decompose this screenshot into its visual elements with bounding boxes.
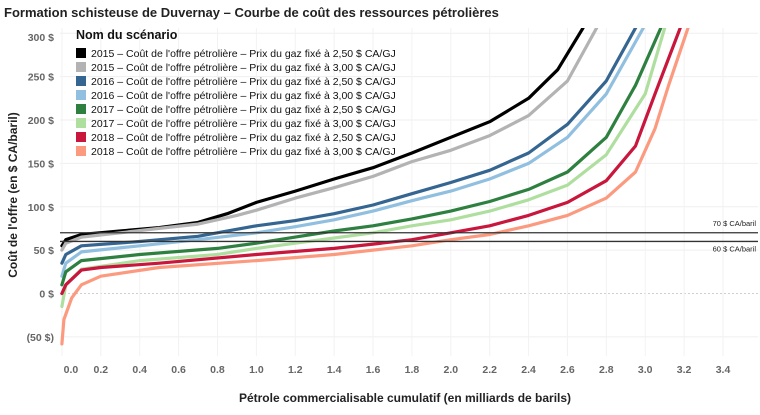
x-tick-label: 2.6	[560, 364, 575, 376]
legend-swatch	[76, 104, 86, 114]
x-tick-label: 0.4	[132, 364, 147, 376]
x-tick-label: 3.0	[638, 364, 653, 376]
series-line-2	[60, 28, 599, 252]
y-tick-label: 150 $	[28, 158, 54, 170]
series-line-5	[60, 28, 663, 287]
y-tick-label: 0 $	[39, 289, 54, 301]
gridlines	[60, 28, 758, 356]
series-line-8	[60, 28, 690, 346]
x-tick-label: 3.4	[716, 364, 731, 376]
series-line-3	[60, 28, 638, 265]
legend-entry: 2017 – Coût de l'offre pétrolière – Prix…	[91, 118, 396, 130]
legend-swatch	[76, 62, 86, 72]
legend-entry: 2016 – Coût de l'offre pétrolière – Prix…	[91, 76, 396, 88]
x-tick-label: 1.6	[366, 364, 381, 376]
x-tick-label: 3.2	[677, 364, 692, 376]
reference-line-label: 70 $ CA/baril	[713, 219, 757, 228]
y-tick-label: 250 $	[28, 72, 54, 84]
legend-swatch	[76, 48, 86, 58]
chart-title: Formation schisteuse de Duvernay – Courb…	[4, 5, 499, 20]
x-axis-label: Pétrole commercialisable cumulatif (en m…	[239, 391, 571, 405]
legend-swatch	[76, 132, 86, 142]
x-tick-label: 1.2	[288, 364, 303, 376]
x-tick-label: 0.6	[171, 364, 186, 376]
x-tick-label: 1.8	[405, 364, 420, 376]
x-tick-label: 2.4	[521, 364, 536, 376]
x-tick-label: 2.0	[443, 364, 458, 376]
legend-entry: 2016 – Coût de l'offre pétrolière – Prix…	[91, 90, 396, 102]
x-tick-label: 0.8	[210, 364, 225, 376]
x-tick-label: 1.0	[249, 364, 264, 376]
y-tick-label: 200 $	[28, 115, 54, 127]
reference-lines: 70 $ CA/baril 60 $ CA/baril	[60, 219, 758, 253]
y-tick-label: (50 $)	[27, 332, 54, 344]
series-line-7	[60, 28, 682, 296]
legend-swatch	[76, 90, 86, 100]
x-tick-label: 0.2	[94, 364, 109, 376]
y-axis-label: Coût de l'offre (en $ CA/baril)	[6, 112, 20, 278]
y-tick-label: 300 $	[28, 32, 54, 44]
x-tick-label: 1.4	[327, 364, 342, 376]
legend-entry: 2017 – Coût de l'offre pétrolière – Prix…	[91, 104, 396, 116]
y-tick-label: 100 $	[28, 202, 54, 214]
series-line-4	[60, 28, 645, 278]
y-axis-ticks: (50 $) 0 $ 50 $ 100 $ 150 $ 200 $ 250 $ 300 $	[27, 32, 55, 344]
y-tick-label: 50 $	[34, 245, 55, 257]
x-axis-ticks: 0.0 0.2 0.4 0.6 0.8 1.0 1.2 1.4 1.6 1.8 2.0 2.2 2.4 2…	[64, 364, 731, 376]
legend-title: Nom du scénario	[76, 28, 178, 42]
reference-line-label: 60 $ CA/baril	[713, 244, 757, 253]
legend: Nom du scénario 2015 – Coût de l'offre p…	[76, 28, 396, 158]
legend-swatch	[76, 146, 86, 156]
legend-entry: 2015 – Coût de l'offre pétrolière – Prix…	[91, 48, 396, 60]
x-tick-label: 0.0	[64, 364, 79, 376]
legend-entry: 2015 – Coût de l'offre pétrolière – Prix…	[91, 62, 396, 74]
legend-swatch	[76, 76, 86, 86]
x-tick-label: 2.8	[599, 364, 614, 376]
x-tick-label: 2.2	[482, 364, 497, 376]
legend-entry: 2018 – Coût de l'offre pétrolière – Prix…	[91, 132, 396, 144]
legend-entry: 2018 – Coût de l'offre pétrolière – Prix…	[91, 146, 396, 158]
legend-swatch	[76, 118, 86, 128]
